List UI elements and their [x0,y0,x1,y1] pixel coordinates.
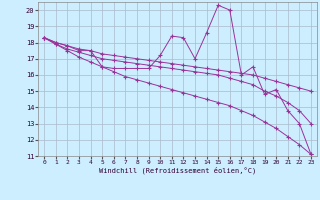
X-axis label: Windchill (Refroidissement éolien,°C): Windchill (Refroidissement éolien,°C) [99,167,256,174]
